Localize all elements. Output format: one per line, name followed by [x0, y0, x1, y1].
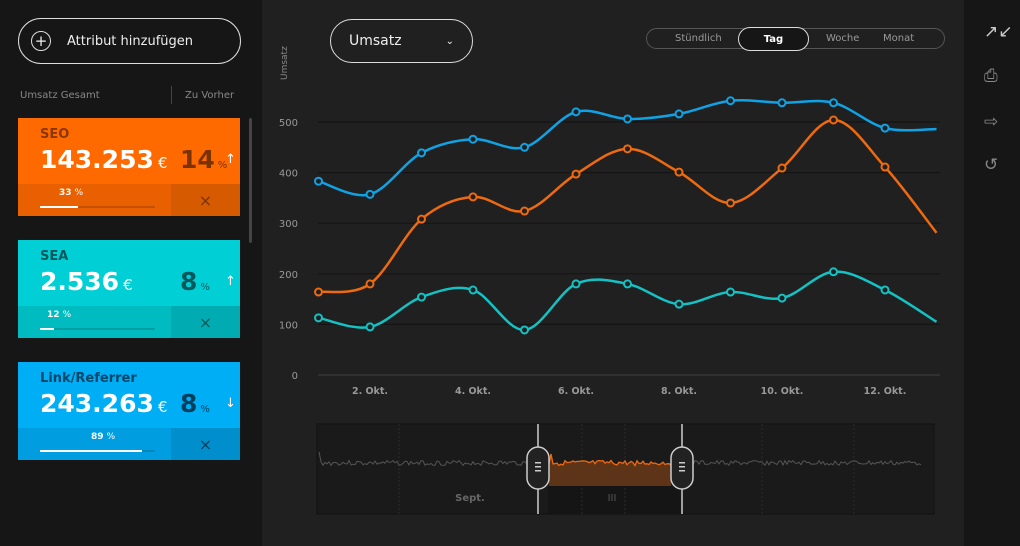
navigator-right-handle[interactable] — [670, 446, 694, 490]
share-track — [40, 206, 155, 208]
change-value: 14 — [180, 145, 215, 174]
column-header-total: Umsatz Gesamt — [20, 90, 100, 101]
sidebar: + Attribut hinzufügen Umsatz Gesamt Zu V… — [0, 0, 262, 546]
share-label: 12 % — [47, 310, 71, 320]
card-change: 8% — [180, 389, 210, 418]
card-value-number: 2.536 — [40, 267, 120, 296]
column-header-previous: Zu Vorher — [185, 90, 235, 101]
share-bar: 12 % — [18, 306, 171, 338]
remove-card-button[interactable]: × — [171, 306, 240, 338]
card-change: 8% — [180, 267, 210, 296]
card-value-number: 243.263 — [40, 389, 154, 418]
navigator-selected-line — [548, 453, 672, 467]
share-unit: % — [106, 432, 116, 442]
remove-card-button[interactable]: × — [171, 184, 240, 216]
attribute-card[interactable]: Link/Referrer 243.263 € 8% ↓ 89 % × — [18, 362, 240, 460]
collapse-icon[interactable]: ↗↙ — [984, 22, 1013, 42]
attribute-card[interactable]: SEO 143.253 € 14% ↑ 33 % × — [18, 118, 240, 216]
chevron-down-icon: ⌄ — [445, 35, 454, 47]
tab-hourly[interactable]: Stündlich — [675, 33, 722, 44]
chart-panel: Umsatz ⌄ Stündlich Tag Woche Monat Umsat… — [262, 0, 964, 546]
range-navigator[interactable]: Sept. III — [262, 0, 964, 546]
share-fill — [40, 328, 54, 330]
export-icon[interactable]: ⇨ — [984, 112, 999, 132]
remove-card-button[interactable]: × — [171, 428, 240, 460]
metric-dropdown[interactable]: Umsatz ⌄ — [330, 19, 473, 63]
share-label: 89 % — [91, 432, 115, 442]
navigator-selected-area — [549, 454, 671, 486]
share-value: 12 — [47, 310, 60, 320]
navigator-left-handle[interactable] — [526, 446, 550, 490]
navigator-month-label: Sept. — [455, 493, 485, 504]
share-value: 33 — [59, 188, 72, 198]
divider — [171, 86, 172, 104]
currency: € — [157, 398, 168, 416]
share-track — [40, 328, 155, 330]
card-value-number: 143.253 — [40, 145, 154, 174]
trend-arrow-icon: ↑ — [225, 152, 236, 167]
scrollbar[interactable] — [249, 118, 252, 243]
plus-icon: + — [31, 31, 51, 51]
attribute-card[interactable]: SEA 2.536 € 8% ↑ 12 % × — [18, 240, 240, 338]
change-value: 8 — [180, 267, 198, 296]
share-unit: % — [74, 188, 84, 198]
card-name: Link/Referrer — [40, 371, 137, 386]
card-value: 143.253 € — [40, 145, 167, 174]
card-change: 14% — [180, 145, 227, 174]
navigator-scrollbar[interactable] — [548, 486, 682, 514]
tab-month[interactable]: Monat — [883, 33, 915, 44]
navigator-grip[interactable]: III — [608, 493, 617, 504]
share-bar: 89 % — [18, 428, 171, 460]
share-unit: % — [62, 310, 72, 320]
metric-dropdown-value: Umsatz — [349, 33, 402, 49]
trend-arrow-icon: ↑ — [225, 274, 236, 289]
share-bar: 33 % — [18, 184, 171, 216]
change-unit: % — [200, 282, 210, 293]
trend-arrow-icon: ↓ — [225, 396, 236, 411]
close-icon: × — [198, 434, 213, 454]
add-attribute-label: Attribut hinzufügen — [67, 33, 193, 49]
share-value: 89 — [91, 432, 104, 442]
change-unit: % — [200, 404, 210, 415]
navigator-line — [318, 451, 922, 467]
share-label: 33 % — [59, 188, 83, 198]
share-fill — [40, 450, 143, 452]
toolbar: ↗↙ ⎙ ⇨ ↺ — [964, 0, 1020, 546]
close-icon: × — [198, 312, 213, 332]
card-value: 2.536 € — [40, 267, 133, 296]
card-value: 243.263 € — [40, 389, 167, 418]
tab-week[interactable]: Woche — [826, 33, 860, 44]
change-unit: % — [217, 160, 228, 171]
print-icon[interactable]: ⎙ — [984, 66, 998, 86]
tab-day[interactable]: Tag — [738, 27, 809, 51]
card-name: SEA — [40, 249, 69, 264]
reset-icon[interactable]: ↺ — [984, 155, 999, 175]
currency: € — [123, 276, 133, 294]
add-attribute-button[interactable]: + Attribut hinzufügen — [18, 18, 241, 64]
change-value: 8 — [180, 389, 198, 418]
close-icon: × — [198, 190, 213, 210]
share-fill — [40, 206, 78, 208]
currency: € — [157, 154, 168, 172]
card-name: SEO — [40, 127, 70, 142]
share-track — [40, 450, 155, 452]
range-selector: Stündlich Tag Woche Monat — [646, 27, 945, 51]
